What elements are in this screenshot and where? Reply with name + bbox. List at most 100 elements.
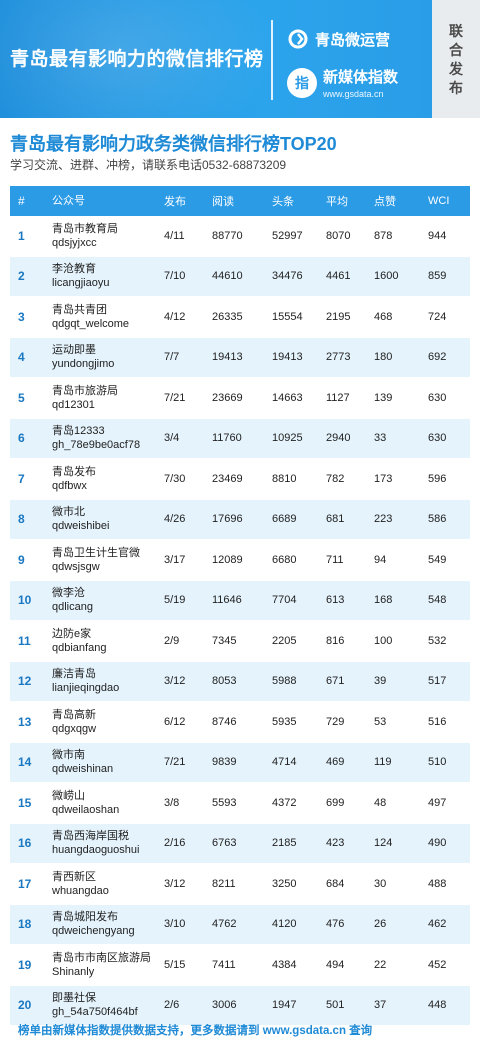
cell-pub: 3/12	[164, 877, 186, 890]
table-row: 17 青西新区 whuangdao 3/12 8211 3250 684 30 488	[10, 864, 470, 905]
cell-read: 3006	[212, 999, 237, 1012]
cell-pub: 3/8	[164, 796, 180, 809]
cell-top: 1947	[272, 999, 297, 1012]
account-name: 青岛卫生计生官微	[52, 546, 140, 559]
cell-avg: 681	[326, 513, 345, 526]
cell-avg: 2195	[326, 310, 351, 323]
cell-top: 10925	[272, 432, 303, 445]
cell-account: 青岛城阳发布 qdweichengyang	[40, 910, 156, 938]
cell-like: 22	[374, 958, 387, 971]
cell-rank: 17	[18, 876, 32, 891]
account-id: qd12301	[52, 398, 95, 411]
cell-account: 青西新区 whuangdao	[40, 870, 156, 898]
cell-avg: 423	[326, 837, 345, 850]
account-name: 运动即墨	[52, 344, 96, 357]
cell-wci: 596	[428, 472, 447, 485]
cell-account: 青岛共青团 qdgqt_welcome	[40, 303, 156, 331]
cell-avg: 671	[326, 675, 345, 688]
cell-read: 11646	[212, 594, 242, 607]
cell-read: 17696	[212, 513, 243, 526]
cell-avg: 1127	[326, 391, 350, 404]
cell-pub: 4/11	[164, 229, 185, 242]
table-row: 5 青岛市旅游局 qd12301 7/21 23669 14663 1127 139 630	[10, 378, 470, 419]
cell-read: 6763	[212, 837, 237, 850]
cell-rank: 3	[18, 309, 25, 324]
account-name: 廉洁青岛	[52, 668, 96, 681]
cell-read: 4762	[212, 918, 237, 931]
account-name: 青西新区	[52, 870, 96, 883]
cell-account: 廉洁青岛 lianjieqingdao	[40, 667, 156, 695]
cell-rank: 18	[18, 917, 32, 932]
cell-pub: 5/19	[164, 594, 186, 607]
table-body: 1 青岛市教育局 qdsjyjxcc 4/11 88770 52997 8070 878 944…	[10, 216, 470, 1026]
cell-read: 5593	[212, 796, 237, 809]
cell-pub: 5/15	[164, 958, 186, 971]
brand-gsdata: 指 新媒体指数 www.gsdata.cn	[287, 66, 398, 99]
cell-rank: 6	[18, 431, 25, 446]
cell-pub: 7/7	[164, 351, 180, 364]
cell-top: 5988	[272, 675, 297, 688]
account-id: qdweilaoshan	[52, 803, 120, 816]
cell-top: 4372	[272, 796, 297, 809]
cell-rank: 5	[18, 390, 25, 405]
cell-account: 微市南 qdweishinan	[40, 748, 156, 776]
account-name: 青岛高新	[52, 708, 96, 721]
cell-pub: 6/12	[164, 715, 186, 728]
cell-read: 8746	[212, 715, 237, 728]
cell-avg: 501	[326, 999, 345, 1012]
cell-read: 23469	[212, 472, 243, 485]
account-name: 青岛市教育局	[52, 222, 118, 235]
header-name: 公众号	[52, 195, 85, 207]
account-name: 微李沧	[52, 587, 85, 600]
table-row: 18 青岛城阳发布 qdweichengyang 3/10 4762 4120 476 26 4…	[10, 904, 470, 945]
cell-top: 2205	[272, 634, 297, 647]
header-wci: WCI	[428, 195, 450, 207]
table-row: 19 青岛市市南区旅游局 Shinanly 5/15 7411 4384 494 22 452	[10, 945, 470, 986]
cell-like: 124	[374, 837, 393, 850]
cell-account: 青岛市教育局 qdsjyjxcc	[40, 222, 156, 250]
account-id: qdgxqgw	[52, 722, 97, 735]
cell-wci: 549	[428, 553, 447, 566]
cell-account: 即墨社保 gh_54a750f464bf	[40, 991, 156, 1019]
table-row: 1 青岛市教育局 qdsjyjxcc 4/11 88770 52997 8070 878 944	[10, 216, 470, 257]
brand2-url: www.gsdata.cn	[323, 89, 384, 99]
cell-top: 4714	[272, 756, 297, 769]
cell-rank: 8	[18, 512, 25, 527]
account-id: licangjiaoyu	[52, 277, 110, 290]
cell-like: 39	[374, 675, 387, 688]
cell-read: 9839	[212, 756, 237, 769]
cell-pub: 2/6	[164, 999, 180, 1012]
cell-pub: 7/10	[164, 270, 186, 283]
cell-top: 5935	[272, 715, 297, 728]
gsdata-logo-icon: 指	[287, 67, 317, 98]
account-name: 青岛12333	[52, 425, 105, 438]
account-name: 青岛市市南区旅游局	[52, 951, 151, 964]
cell-pub: 3/17	[164, 553, 186, 566]
account-name: 青岛发布	[52, 465, 96, 478]
brand1-label: 青岛微运营	[315, 31, 391, 49]
account-id: qdweishibei	[52, 520, 110, 533]
cell-rank: 16	[18, 836, 32, 851]
cell-read: 7345	[212, 634, 237, 647]
table-row: 11 边防e家 qdbianfang 2/9 7345 2205 816 100 532	[10, 621, 470, 662]
table-row: 15 微崂山 qdweilaoshan 3/8 5593 4372 699 48 497	[10, 783, 470, 824]
cell-pub: 4/12	[164, 310, 186, 323]
cell-like: 26	[374, 918, 387, 931]
cell-account: 运动即墨 yundongjimo	[40, 343, 156, 371]
cell-read: 11760	[212, 432, 242, 445]
cell-pub: 7/30	[164, 472, 186, 485]
header-like: 点赞	[374, 196, 396, 208]
cell-account: 青岛市旅游局 qd12301	[40, 384, 156, 412]
joint-release-label: 联合发布	[449, 23, 463, 96]
cell-wci: 448	[428, 999, 447, 1012]
account-id: huangdaoguoshui	[52, 844, 140, 857]
account-name: 青岛西海岸国税	[52, 830, 129, 843]
cell-rank: 20	[18, 998, 32, 1013]
cell-wci: 548	[428, 594, 447, 607]
cell-account: 青岛市市南区旅游局 Shinanly	[40, 951, 156, 979]
cell-account: 微崂山 qdweilaoshan	[40, 789, 156, 817]
table-row: 8 微市北 qdweishibei 4/26 17696 6689 681 223 586	[10, 499, 470, 540]
cell-top: 6680	[272, 553, 297, 566]
ranking-table: # 公众号 发布 阅读 头条 平均 点赞 WCI 1 青岛市教育局 qdsjyjxc…	[10, 186, 470, 1026]
account-id: qdweishinan	[52, 763, 114, 776]
